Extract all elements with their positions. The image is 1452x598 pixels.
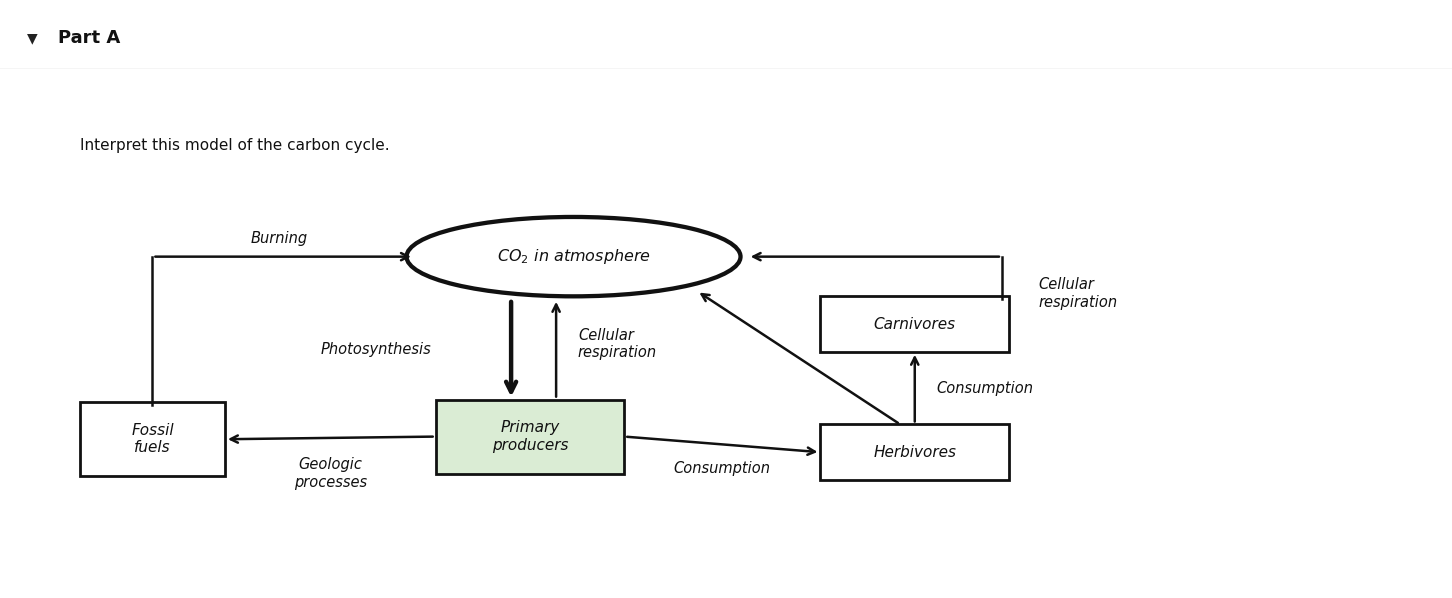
Text: Fossil
fuels: Fossil fuels bbox=[131, 423, 174, 456]
Text: Part A: Part A bbox=[58, 29, 121, 47]
FancyBboxPatch shape bbox=[436, 399, 624, 474]
Text: Photosynthesis: Photosynthesis bbox=[321, 342, 431, 357]
Text: Cellular
respiration: Cellular respiration bbox=[1038, 277, 1117, 310]
Text: Interpret this model of the carbon cycle.: Interpret this model of the carbon cycle… bbox=[80, 138, 389, 152]
Text: Carnivores: Carnivores bbox=[874, 316, 955, 332]
Text: Cellular
respiration: Cellular respiration bbox=[578, 328, 656, 360]
Ellipse shape bbox=[407, 217, 741, 297]
Text: ▼: ▼ bbox=[26, 31, 38, 45]
Text: Primary
producers: Primary producers bbox=[492, 420, 568, 453]
Text: Herbivores: Herbivores bbox=[873, 445, 957, 460]
FancyBboxPatch shape bbox=[820, 297, 1009, 352]
Text: Consumption: Consumption bbox=[937, 381, 1034, 396]
Text: Geologic
processes: Geologic processes bbox=[293, 457, 367, 490]
Text: Consumption: Consumption bbox=[674, 461, 771, 476]
Text: CO$_2$ in atmosphere: CO$_2$ in atmosphere bbox=[497, 247, 650, 266]
Text: Burning: Burning bbox=[251, 231, 308, 246]
FancyBboxPatch shape bbox=[820, 425, 1009, 480]
FancyBboxPatch shape bbox=[80, 402, 225, 476]
